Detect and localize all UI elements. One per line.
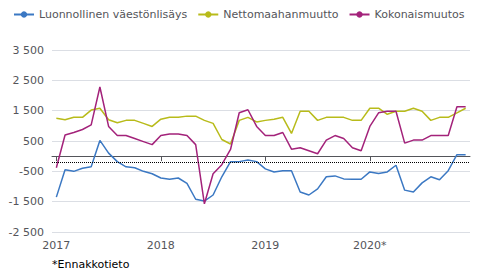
svg-text:2017: 2017 (42, 239, 70, 252)
svg-text:Nettomaahanmuutto: Nettomaahanmuutto (223, 8, 339, 21)
svg-text:3 500: 3 500 (13, 44, 45, 57)
svg-text:1 500: 1 500 (13, 104, 45, 117)
svg-text:*Ennakkotieto: *Ennakkotieto (52, 258, 130, 271)
svg-text:500: 500 (23, 135, 44, 148)
svg-text:Kokonaismuutos: Kokonaismuutos (375, 8, 465, 21)
svg-text:-500: -500 (19, 165, 44, 178)
svg-text:2018: 2018 (147, 239, 175, 252)
svg-text:2020*: 2020* (353, 239, 387, 252)
svg-text:2019: 2019 (251, 239, 279, 252)
svg-text:-2 500: -2 500 (9, 226, 44, 239)
svg-text:2 500: 2 500 (13, 74, 45, 87)
svg-text:-1 500: -1 500 (9, 195, 44, 208)
svg-text:Luonnollinen väestönlisäys: Luonnollinen väestönlisäys (39, 8, 188, 21)
